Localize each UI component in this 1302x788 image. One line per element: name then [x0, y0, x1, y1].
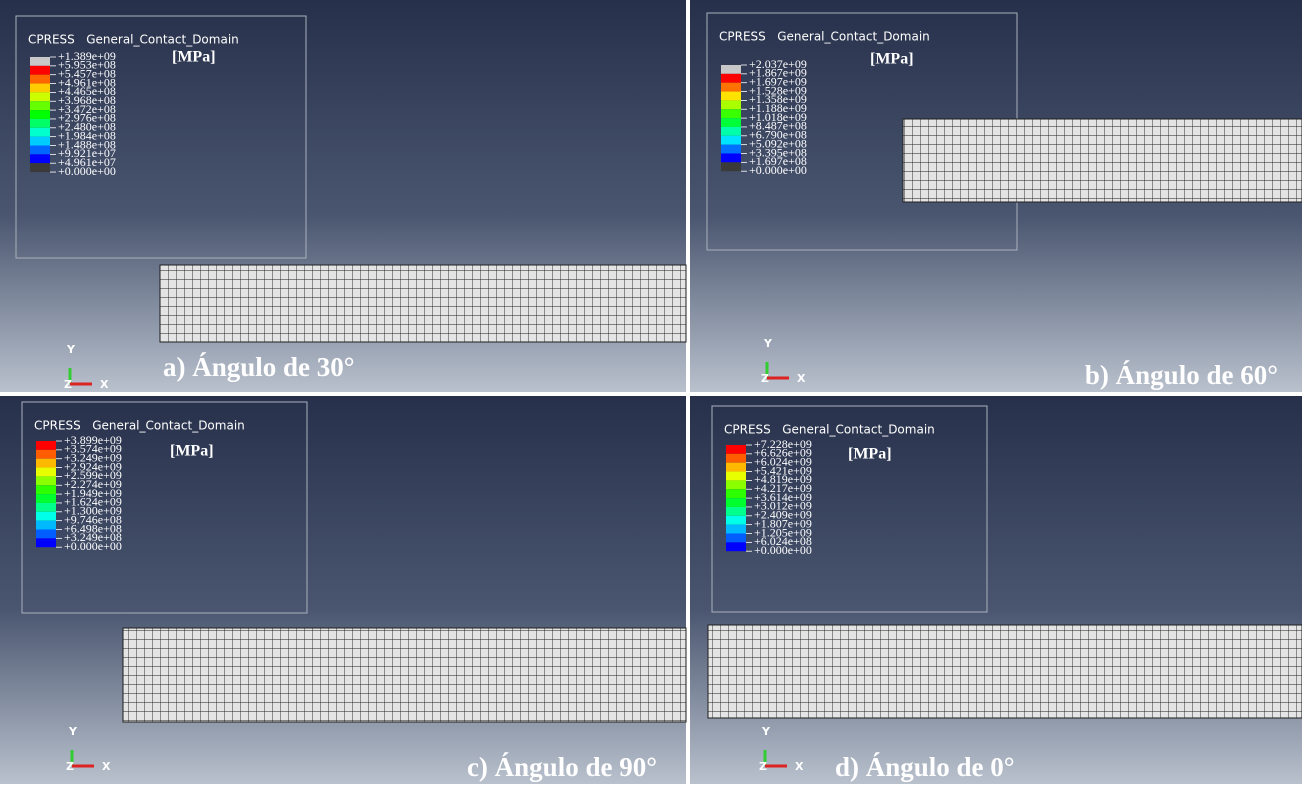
legend-color-band: [721, 118, 741, 127]
legend-color-band: [36, 459, 56, 468]
figure: CPRESS General_Contact_Domain[MPa]+1.389…: [0, 0, 1302, 784]
legend-color-band: [30, 119, 50, 128]
legend-color-band: [30, 137, 50, 146]
legend-unit: [MPa]: [172, 49, 216, 66]
legend-color-band: [726, 534, 746, 543]
legend-color-band: [721, 136, 741, 145]
legend-color-band: [30, 75, 50, 84]
legend-color-band: [721, 127, 741, 136]
legend-color-band: [30, 154, 50, 163]
legend-title: CPRESS General_Contact_Domain: [724, 423, 935, 437]
legend-color-band: [36, 503, 56, 512]
triad-y-label: Y: [68, 725, 78, 738]
viewport-panel: CPRESS General_Contact_Domain[MPa]+3.899…: [0, 396, 686, 784]
legend-color-band: [721, 100, 741, 109]
triad-y-label: Y: [763, 337, 773, 350]
triad-x-label: X: [100, 378, 109, 391]
legend-color-band: [721, 74, 741, 83]
triad-z-label: Z: [761, 372, 769, 385]
triad-y-label: Y: [66, 343, 76, 356]
legend-color-band: [30, 128, 50, 137]
legend-color-band: [30, 146, 50, 155]
legend-color-band: [36, 485, 56, 494]
legend-title: CPRESS General_Contact_Domain: [28, 33, 239, 47]
page: {"panels": [ {"legend": {"title": "CPRES…: [0, 0, 1302, 784]
legend-color-band: [721, 65, 741, 74]
legend-color-band: [726, 472, 746, 481]
legend-color-band: [30, 57, 50, 66]
legend-color-band: [36, 530, 56, 539]
viewport-panel: CPRESS General_Contact_Domain[MPa]+2.037…: [690, 0, 1302, 392]
legend-color-band: [726, 454, 746, 463]
legend-label: +0.000e+00: [64, 539, 122, 553]
legend-color-band: [36, 441, 56, 450]
legend-color-band: [36, 476, 56, 485]
caption: b) Ángulo de 60°: [1085, 360, 1278, 390]
legend-color-band: [726, 480, 746, 489]
legend-unit: [MPa]: [170, 443, 214, 460]
legend-unit: [MPa]: [848, 446, 892, 463]
legend-title: CPRESS General_Contact_Domain: [34, 419, 245, 433]
legend-color-band: [726, 516, 746, 525]
legend-color-band: [30, 110, 50, 119]
legend-title: CPRESS General_Contact_Domain: [719, 30, 930, 44]
mesh-part: [160, 265, 686, 342]
caption: c) Ángulo de 90°: [467, 752, 657, 782]
legend-color-band: [30, 84, 50, 93]
legend-color-band: [36, 468, 56, 477]
legend-color-band: [30, 66, 50, 75]
legend-color-band: [726, 498, 746, 507]
legend-color-band: [726, 489, 746, 498]
viewport-panel: CPRESS General_Contact_Domain[MPa]+1.389…: [0, 0, 686, 392]
legend-color-band: [726, 445, 746, 454]
legend-color-band: [726, 507, 746, 516]
mesh-part: [123, 628, 686, 722]
legend-color-band: [726, 542, 746, 551]
legend-color-band: [726, 525, 746, 534]
caption: d) Ángulo de 0°: [835, 752, 1015, 782]
legend-unit: [MPa]: [870, 51, 914, 68]
legend-color-band: [36, 494, 56, 503]
triad-x-label: X: [795, 760, 804, 773]
triad-z-label: Z: [66, 760, 74, 773]
caption: a) Ángulo de 30°: [163, 352, 355, 382]
triad-z-label: Z: [759, 760, 767, 773]
triad-x-label: X: [102, 760, 111, 773]
legend-color-band: [721, 154, 741, 163]
legend-color-band: [36, 538, 56, 547]
legend-label: +0.000e+00: [58, 164, 116, 178]
triad-z-label: Z: [64, 378, 72, 391]
legend-color-band: [36, 521, 56, 530]
legend-color-band: [30, 101, 50, 110]
legend-color-band: [721, 109, 741, 118]
legend-color-band: [721, 145, 741, 154]
legend-color-band: [30, 92, 50, 101]
legend-color-band: [36, 512, 56, 521]
legend-color-band: [30, 163, 50, 172]
legend-color-band: [36, 450, 56, 459]
viewport-panel: CPRESS General_Contact_Domain[MPa]+7.228…: [690, 396, 1302, 784]
legend-label: +0.000e+00: [749, 163, 807, 177]
legend-color-band: [721, 162, 741, 171]
mesh-part: [708, 625, 1302, 718]
triad-y-label: Y: [761, 725, 771, 738]
legend-color-band: [721, 83, 741, 92]
legend-label: +0.000e+00: [754, 543, 812, 557]
mesh-part: [903, 119, 1302, 202]
legend-color-band: [721, 92, 741, 101]
triad-x-label: X: [797, 372, 806, 385]
legend-color-band: [726, 463, 746, 472]
